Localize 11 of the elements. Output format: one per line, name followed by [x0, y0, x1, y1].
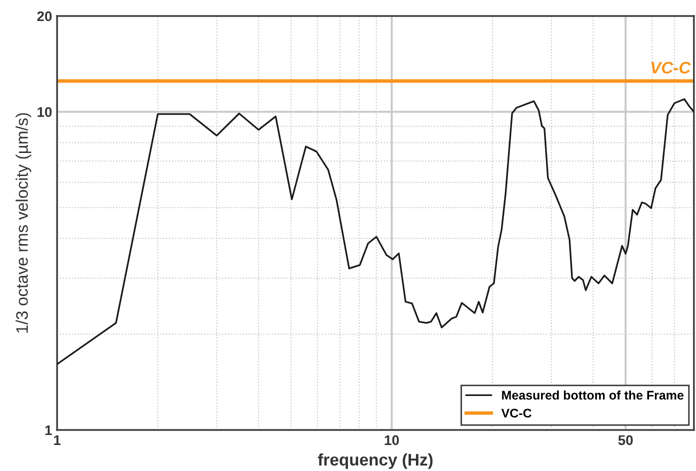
x-tick-label: 1	[54, 435, 61, 445]
x-tick-label: 10	[384, 435, 399, 446]
ref-line-label: VC-C	[651, 62, 691, 74]
y-axis-title: 1/3 octave rms velocity (µm/s)	[16, 113, 32, 333]
x-axis-title: frequency (Hz)	[318, 453, 433, 469]
y-tick-label: 10	[38, 107, 52, 117]
legend-label: Measured bottom of the Frame	[502, 390, 684, 400]
x-tick-label: 50	[618, 435, 633, 446]
y-tick-label: 20	[37, 11, 52, 22]
text: VC-C	[501, 408, 532, 418]
y-tick-label: 1	[45, 426, 52, 436]
